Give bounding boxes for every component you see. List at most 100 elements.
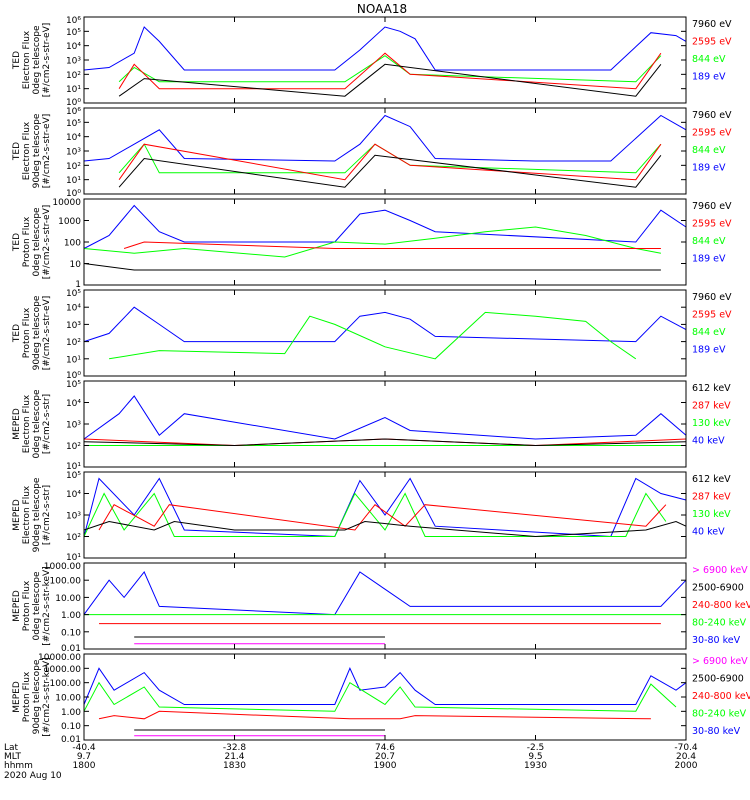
series-line-40-kev <box>83 477 687 538</box>
legend-entry: > 6900 keV <box>692 565 748 576</box>
y-label-line: TED <box>12 51 22 70</box>
series-line-844-ev <box>109 311 637 360</box>
panel-1: 10⁰ 10¹ 10² 10³ 10⁴ 10⁵ 10⁶ TED Electron Flux 0de… <box>12 16 732 108</box>
y-axis-label: MEPED Proton Flux 90deg telescope [#/cm2-s-… <box>12 657 52 736</box>
y-tick-label: 10² <box>66 533 81 543</box>
y-axis-label: MEPED Electron Flux 0deg telescope [#/cm2-s… <box>12 389 52 459</box>
y-label-line: [#/cm2-s-str-eV] <box>42 114 52 189</box>
panel-frame <box>83 16 687 104</box>
y-tick-label: 0.01 <box>61 644 81 654</box>
y-tick-label: 0.01 <box>61 735 81 745</box>
x-row-label: MLT <box>4 752 22 762</box>
y-label-line: TED <box>12 233 22 252</box>
y-tick-label: 10³ <box>66 57 81 67</box>
series-line-189-ev <box>83 306 687 343</box>
series-line-287-kev <box>83 438 687 447</box>
series-line-2595-ev <box>118 143 662 181</box>
y-label-line: Electron Flux <box>22 30 32 89</box>
panel-5: 10¹ 10² 10³ 10⁴ 10⁵ MEPED Electron Flux 0deg te… <box>12 380 731 472</box>
y-label-line: [#/cm2-s-str-eV] <box>42 23 52 98</box>
legend-entry: 612 keV <box>692 383 731 394</box>
panel-frame <box>83 198 687 286</box>
panel-4: 10⁰ 10¹ 10² 10³ 10⁴ 10⁵ TED Proton Flux 90deg te… <box>12 289 732 381</box>
y-tick-label: 10¹ <box>66 462 81 472</box>
series-line-612-kev <box>83 520 687 538</box>
panel-frame <box>83 289 687 377</box>
y-label-line: 0deg telescope <box>32 571 42 641</box>
legend-entry: 2500-6900 <box>692 674 744 685</box>
y-label-line: 0deg telescope <box>32 25 42 95</box>
legend-entry: 189 eV <box>692 163 726 174</box>
y-tick-label: 10³ <box>66 148 81 158</box>
chart-title: NOAA18 <box>357 2 407 16</box>
y-tick-label: 10.00 <box>55 594 81 604</box>
y-tick-label: 10³ <box>66 421 81 431</box>
y-tick-label: 10³ <box>66 321 81 331</box>
y-label-line: TED <box>12 324 22 343</box>
series-line-612-kev <box>83 438 687 447</box>
y-label-line: [#/cm2-s-str-eV] <box>42 296 52 371</box>
y-tick-label: 10000 <box>52 198 81 208</box>
series-line-40-kev <box>83 395 687 440</box>
y-label-line: 0deg telescope <box>32 389 42 459</box>
y-label-line: 90deg telescope <box>32 477 42 552</box>
x-tick-mlt: 20.4 <box>676 752 696 762</box>
y-tick-label: 1.00 <box>61 611 81 621</box>
series-line-2595-ev <box>123 241 661 249</box>
legend-entry: 612 keV <box>692 474 731 485</box>
y-label-line: MEPED <box>12 590 22 622</box>
legend-entry: 30-80 keV <box>692 726 741 737</box>
y-label-line: 0deg telescope <box>32 207 42 277</box>
y-tick-label: 100.00 <box>50 577 82 587</box>
y-tick-label: 1 <box>75 280 81 290</box>
series-line-844-ev <box>118 55 662 83</box>
x-tick-hhmm: 2000 <box>675 761 698 771</box>
legend-entry: 189 eV <box>692 345 726 356</box>
y-axis-label: MEPED Proton Flux 0deg telescope [#/cm2-s-s… <box>12 566 52 645</box>
legend-entry: 844 eV <box>692 145 726 156</box>
y-tick-label: 10⁴ <box>66 490 81 500</box>
legend-entry: 130 keV <box>692 509 731 520</box>
series-line-7960-ev <box>83 263 661 271</box>
series-line-7960-ev <box>118 63 662 97</box>
y-tick-label: 1000.00 <box>44 562 81 572</box>
y-axis-label: TED Proton Flux 0deg telescope [#/cm2-s-str… <box>12 205 52 280</box>
legend-entry: 40 keV <box>692 527 725 538</box>
y-label-line: Proton Flux <box>22 216 32 267</box>
y-tick-label: 10.00 <box>55 694 81 704</box>
x-tick-mlt: 9.7 <box>77 752 91 762</box>
series-line-30-80-kev <box>83 667 687 705</box>
x-tick-lat: -2.5 <box>527 743 545 753</box>
legend-entry: 2595 eV <box>692 310 732 321</box>
x-tick-mlt: 9.5 <box>528 752 542 762</box>
y-tick-label: 10⁶ <box>66 107 81 117</box>
y-label-line: Electron Flux <box>22 394 32 453</box>
y-tick-label: 1000 <box>58 217 81 227</box>
y-label-line: MEPED <box>12 408 22 440</box>
legend-entry: 287 keV <box>692 492 731 503</box>
y-label-line: MEPED <box>12 499 22 531</box>
y-axis-label: TED Electron Flux 0deg telescope [#/cm2-s-s… <box>12 23 52 98</box>
y-tick-label: 10⁴ <box>66 399 81 409</box>
y-tick-label: 10⁶ <box>66 16 81 26</box>
legend-entry: 844 eV <box>692 54 726 65</box>
series-line-844-ev <box>83 226 661 258</box>
y-label-line: Proton Flux <box>22 307 32 358</box>
y-tick-label: 10⁴ <box>66 133 81 143</box>
y-label-line: [#/cm2-s-str-keV] <box>42 657 52 736</box>
y-tick-label: 10⁵ <box>66 119 81 129</box>
panel-2: 10⁰ 10¹ 10² 10³ 10⁴ 10⁵ 10⁶ TED Electron Flux 90d… <box>12 107 732 199</box>
y-tick-label: 10¹ <box>66 85 81 95</box>
y-label-line: TED <box>12 142 22 161</box>
y-tick-label: 0.10 <box>61 628 81 638</box>
x-tick-lat: -40.4 <box>72 743 96 753</box>
y-label-line: [#/cm2-s-str-keV] <box>42 566 52 645</box>
y-tick-label: 10000.00 <box>38 653 81 663</box>
y-label-line: Electron Flux <box>22 485 32 544</box>
series-line-189-ev <box>83 26 687 71</box>
legend-entry: 7960 eV <box>692 292 732 303</box>
legend-entry: 189 eV <box>692 72 726 83</box>
